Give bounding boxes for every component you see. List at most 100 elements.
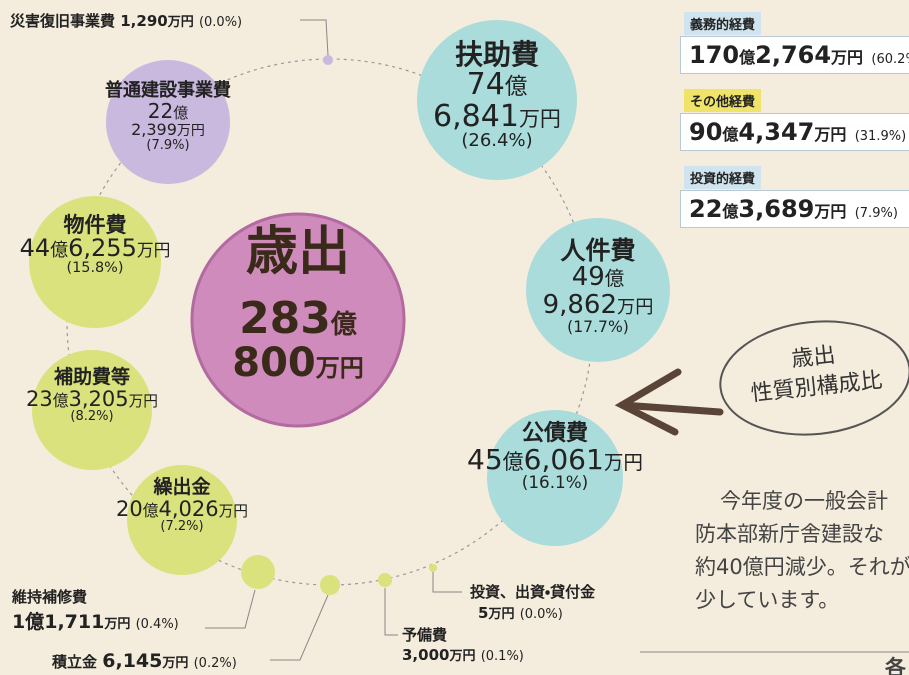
item-name: 扶助費 [417, 40, 577, 69]
amount-line: 23億3,205万円 [7, 388, 177, 410]
unit: 万円 [617, 297, 653, 318]
pct: (16.1%) [465, 474, 645, 492]
pct: (0.1%) [481, 649, 524, 664]
bubble-label: 人件費49億9,862万円(17.7%) [523, 238, 673, 335]
center-title: 歳出 [198, 225, 398, 280]
unit: 万円 [814, 125, 846, 144]
man: 6,061 [524, 443, 604, 476]
unit: 億 [331, 310, 357, 340]
amount: 1,290 [120, 12, 167, 30]
man: 3,205 [68, 387, 128, 411]
pct: (0.0%) [520, 607, 563, 622]
body-line: 少しています。 [695, 584, 839, 614]
man: 3,689 [738, 195, 814, 223]
dot [320, 575, 340, 595]
item-name: 繰出金 [102, 478, 262, 498]
amount: 3,000 [402, 646, 449, 664]
summary-tag: 義務的経費 [684, 12, 761, 35]
amount: 283 [239, 293, 331, 344]
man: 6,841 [433, 99, 519, 134]
item-name: 公債費 [465, 422, 645, 445]
amount-line: 49億 [523, 264, 673, 291]
pct: (15.8%) [10, 261, 180, 276]
pct: (7.9%) [855, 206, 898, 221]
center-label: 歳出 283億 800万円 [198, 225, 398, 384]
amount-line: 2,399万円 [103, 122, 233, 139]
unit: 億 [722, 202, 738, 221]
pct: (0.4%) [136, 617, 179, 632]
amount: 800 [232, 340, 316, 386]
item-name: 補助費等 [7, 368, 177, 388]
dot [429, 564, 437, 572]
unit: 万円 [449, 649, 475, 664]
man: 4,026 [158, 497, 218, 521]
unit: 万円 [129, 393, 158, 410]
unit: 億 [722, 125, 738, 144]
pct: (31.9%) [855, 129, 906, 144]
pct: (7.2%) [102, 520, 262, 534]
oku: 49 [572, 262, 605, 292]
name: 維持補修費 [12, 586, 179, 607]
amount-line: 6,841万円 [417, 101, 577, 133]
body-line: 今年度の一般会計 [720, 485, 888, 515]
pct: (26.4%) [417, 132, 577, 151]
unit: 万円 [104, 617, 130, 632]
oku: 170 [689, 41, 739, 69]
unit: 億 [50, 240, 68, 261]
small-item: 災害復旧事業費 1,290万円 (0.0%) [10, 10, 242, 31]
summary-tag: その他経費 [684, 89, 761, 112]
unit: 万円 [814, 202, 846, 221]
man: 9,862 [543, 290, 617, 320]
unit: 万円 [162, 656, 188, 671]
pct: (0.2%) [194, 656, 237, 671]
unit: 万円 [168, 15, 194, 30]
name: 投資、出資・貸付金 [470, 582, 595, 603]
pct: (7.9%) [103, 139, 233, 153]
amount-line: 45億6,061万円 [465, 445, 645, 474]
amount: 1億1,711 [12, 611, 104, 633]
item-name: 物件費 [10, 214, 180, 236]
oku: 23 [26, 387, 53, 411]
oku: 45 [467, 443, 503, 476]
man: 2,764 [755, 41, 831, 69]
body-line: 約40億円減少。それが [695, 551, 909, 581]
unit: 万円 [604, 451, 643, 474]
unit: 万円 [831, 48, 863, 67]
pct: (17.7%) [523, 319, 673, 335]
amount-line: 44億6,255万円 [10, 236, 180, 261]
amount: 5 [478, 604, 488, 622]
infographic: 歳出 283億 800万円 扶助費74億6,841万円(26.4%)人件費49億… [0, 0, 909, 675]
unit: 億 [739, 48, 755, 67]
pct: (0.0%) [199, 15, 242, 30]
unit: 億 [143, 501, 159, 520]
unit: 万円 [488, 607, 514, 622]
oku: 20 [116, 497, 143, 521]
unit: 億 [505, 74, 528, 100]
summary-box: 90億4,347万円 (31.9%) [680, 113, 909, 151]
small-item: 維持補修費 1億1,711万円 (0.4%) [12, 586, 179, 634]
dot [378, 573, 392, 587]
unit: 億 [503, 450, 524, 474]
unit: 万円 [219, 503, 248, 520]
pct: (8.2%) [7, 410, 177, 424]
unit: 万円 [177, 123, 205, 139]
page: {"center":{"title":"歳出","amount":"283","… [0, 0, 909, 675]
man: 6,255 [68, 234, 137, 262]
man: 4,347 [738, 118, 814, 146]
summary-tag: 投資的経費 [684, 166, 761, 189]
unit: 億 [605, 267, 625, 290]
dot [241, 555, 275, 589]
oku: 90 [689, 118, 722, 146]
pct: (60.2%) [871, 52, 909, 67]
name: 災害復旧事業費 [10, 12, 115, 30]
name: 予備費 [402, 626, 524, 646]
unit: 万円 [316, 354, 364, 382]
